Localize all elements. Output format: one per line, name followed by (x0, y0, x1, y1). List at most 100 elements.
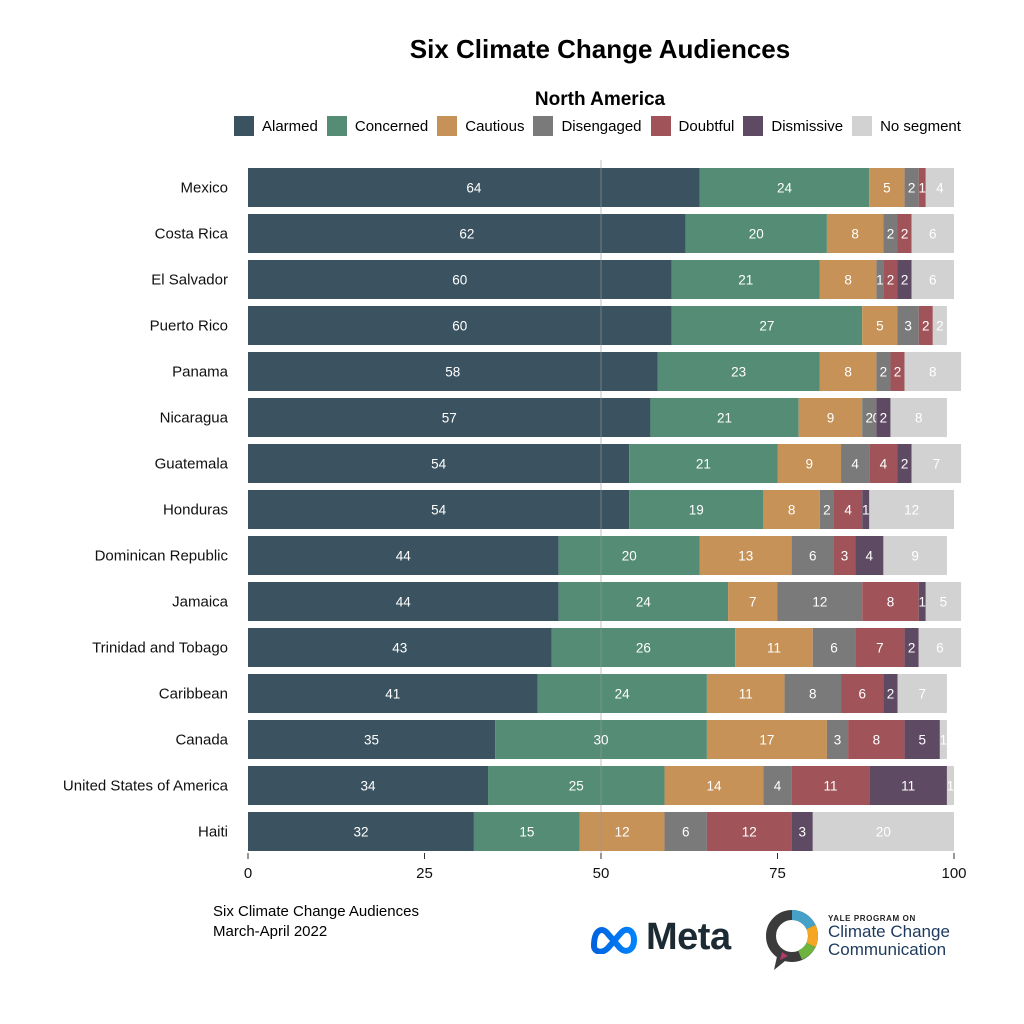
bar-segment-cautious (735, 628, 813, 667)
footer-line-1: Six Climate Change Audiences (213, 903, 419, 920)
category-label: Nicaragua (160, 410, 229, 427)
category-label: Canada (175, 732, 228, 749)
bar-segment-disengaged (904, 168, 919, 207)
bar-segment-concerned (558, 582, 729, 621)
category-label: Jamaica (172, 594, 229, 611)
data-label: 26 (636, 641, 651, 656)
bar-segment-concerned (473, 812, 580, 851)
bar-segment-no-segment (812, 812, 954, 851)
legend-label: Dismissive (771, 117, 844, 135)
bar-segment-alarmed (248, 168, 700, 207)
data-label: 2 (901, 227, 909, 242)
category-label: Haiti (198, 824, 228, 841)
bar-segment-no-segment (939, 720, 947, 759)
legend-label: Concerned (354, 117, 429, 135)
category-label: United States of America (63, 778, 229, 795)
data-label: 9 (806, 457, 814, 472)
legend-item-no-segment: No segment (852, 116, 961, 136)
bar-segment-doubtful (918, 306, 933, 345)
legend-label: Doubtful (678, 117, 735, 135)
data-label: 11 (901, 779, 915, 794)
bar-segment-disengaged (812, 628, 856, 667)
yale-title-line-2: Communication (828, 940, 947, 959)
data-label: 12 (742, 825, 757, 840)
legend-item-concerned: Concerned (326, 116, 429, 136)
bar-segment-concerned (537, 674, 707, 713)
bar-segment-disengaged (777, 582, 863, 621)
bar-segment-cautious (819, 260, 877, 299)
x-tick-label: 100 (941, 865, 966, 882)
bar-segment-concerned (671, 306, 863, 345)
data-label: 7 (749, 595, 757, 610)
data-label: 4 (774, 779, 782, 794)
data-label: 2 (936, 319, 944, 334)
legend-swatch (852, 116, 873, 136)
bar-segment-concerned (671, 260, 820, 299)
bar-segment-concerned (650, 398, 799, 437)
bar-segment-concerned (629, 490, 764, 529)
legend-item-doubtful: Doubtful (650, 116, 735, 136)
data-label: 2 (908, 641, 916, 656)
bar-segment-alarmed (248, 720, 496, 759)
bar-segment-alarmed (248, 812, 474, 851)
bar-segment-alarmed (248, 398, 651, 437)
data-label: 14 (706, 779, 722, 794)
bar-segment-dismissive (855, 536, 884, 575)
data-label: 32 (353, 825, 368, 840)
yale-logo: YALE PROGRAM ON Climate Change Communica… (764, 908, 950, 972)
data-label: 4 (866, 549, 874, 564)
bar-segment-cautious (798, 398, 863, 437)
data-label: 60 (452, 273, 467, 288)
data-label: 4 (844, 503, 852, 518)
footer-line-2: March-April 2022 (213, 923, 328, 940)
data-label: 21 (717, 411, 732, 426)
bar-segment-disengaged (784, 674, 842, 713)
bar-segment-alarmed (248, 444, 630, 483)
data-label: 8 (788, 503, 796, 518)
category-label: Puerto Rico (150, 318, 228, 335)
bar-segment-doubtful (869, 444, 898, 483)
data-label: 21 (738, 273, 753, 288)
bar-segment-cautious (706, 720, 827, 759)
bar-segment-alarmed (248, 582, 559, 621)
bar-segment-dismissive (883, 674, 898, 713)
data-label: 1 (862, 503, 870, 518)
bar-segment-doubtful (841, 674, 884, 713)
bar-segment-disengaged (664, 812, 707, 851)
bar-segment-disengaged (826, 720, 849, 759)
data-label: 44 (396, 595, 412, 610)
data-label: 9 (911, 549, 919, 564)
data-label: 24 (636, 595, 652, 610)
bar-segment-dismissive (876, 398, 891, 437)
bar-segment-no-segment (869, 490, 954, 529)
data-label: 58 (445, 365, 460, 380)
bar-segment-doubtful (791, 766, 870, 805)
bar-segment-cautious (699, 536, 792, 575)
data-label: 1 (876, 273, 884, 288)
bar-segment-cautious (777, 444, 842, 483)
data-label: 4 (936, 181, 944, 196)
data-label: 17 (759, 733, 774, 748)
meta-wordmark: Meta (646, 916, 731, 958)
data-label: 9 (827, 411, 835, 426)
data-label: 4 (851, 457, 859, 472)
category-label: El Salvador (151, 272, 228, 289)
bar-segment-disengaged (897, 306, 919, 345)
bar-segment-no-segment (946, 766, 954, 805)
bar-segment-disengaged (876, 260, 884, 299)
speech-bubble-icon (766, 909, 818, 970)
bar-segment-no-segment (911, 214, 954, 253)
data-label: 2 (901, 457, 909, 472)
legend-label: Cautious (465, 117, 525, 135)
bar-segment-dismissive (791, 812, 813, 851)
bar-segment-alarmed (248, 214, 686, 253)
bar-segment-doubtful (848, 720, 905, 759)
bar-segment-cautious (826, 214, 884, 253)
data-label: 24 (615, 687, 631, 702)
data-label: 57 (442, 411, 457, 426)
bar-segment-cautious (664, 766, 764, 805)
bar-segment-no-segment (904, 352, 962, 391)
legend-swatch (437, 116, 458, 136)
data-label: 6 (809, 549, 817, 564)
